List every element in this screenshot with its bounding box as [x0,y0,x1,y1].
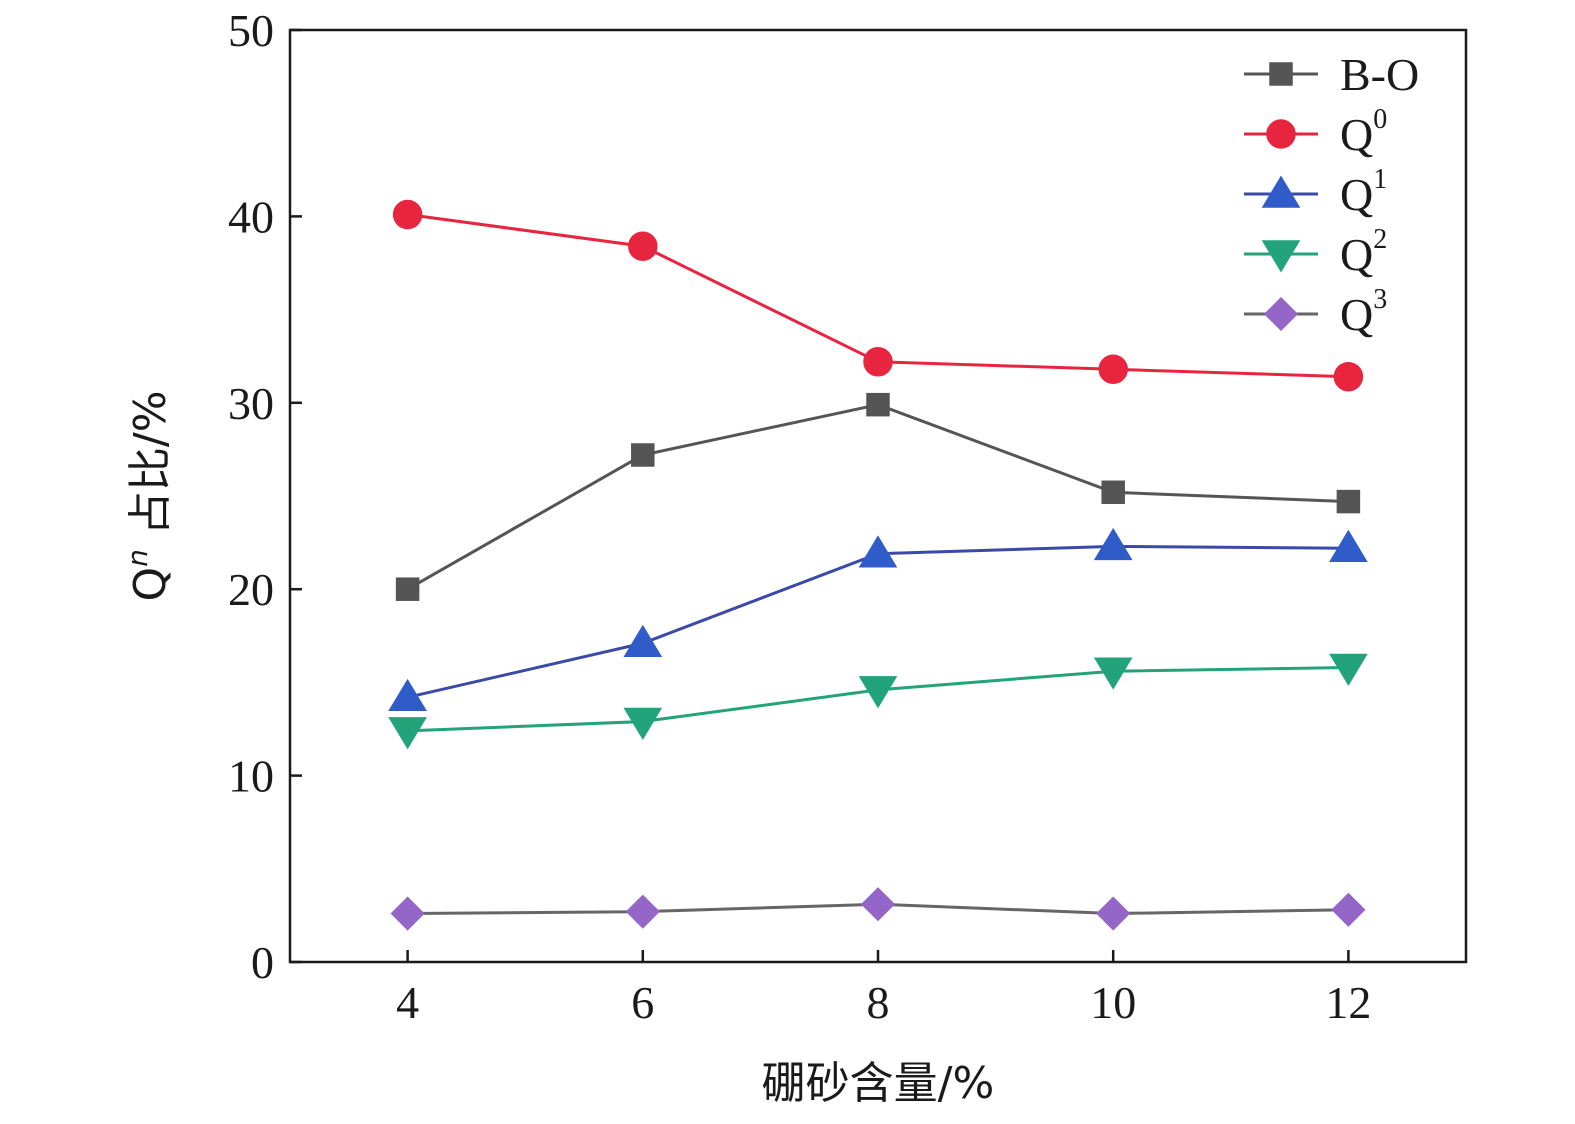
legend-marker-q1 [1261,175,1301,208]
y-tick-label: 0 [251,937,274,988]
data-point-b-o [631,443,655,467]
legend-marker-q2 [1261,240,1301,273]
y-tick-label: 50 [228,5,274,56]
data-point-b-o [866,392,890,417]
plot-frame [288,28,1468,964]
legend-label-base: Q [1340,229,1373,280]
data-point-q0 [392,199,423,230]
legend-label-b-o: B-O [1340,49,1419,100]
data-point-b-o [395,577,420,601]
data-point-q0 [863,347,893,377]
data-point-q0 [1098,354,1128,384]
data-point-q2 [623,707,663,741]
data-point-q2 [1093,657,1133,690]
data-point-b-o [1336,489,1361,514]
x-tick-label: 8 [867,977,890,1028]
data-point-q1 [388,678,427,712]
data-point-b-o [1101,480,1125,505]
legend-label-q1: Q1 [1340,164,1387,220]
data-point-q1 [623,624,663,658]
y-axis-title-rest: 占比/% [125,390,176,549]
legend-label-base: Q [1340,289,1373,340]
x-axis: 4 6 8 10 12 [396,950,1371,1028]
data-point-q0 [628,231,658,261]
data-point-q3 [1096,896,1131,931]
data-point-q3 [390,896,425,931]
data-point-q1 [1093,527,1133,561]
legend-label-q0: Q0 [1340,104,1387,160]
x-tick-label: 4 [396,977,419,1028]
legend-label-sup: 3 [1373,284,1387,315]
series-line-q1 [407,544,1349,699]
legend-label-base: Q [1340,169,1373,220]
data-point-q3 [1331,892,1366,927]
legend-label-base: B-O [1340,49,1419,100]
y-tick-label: 40 [228,191,274,242]
data-point-q3 [625,894,660,929]
y-tick-label: 10 [228,751,274,802]
legend-marker-q3 [1263,296,1299,332]
legend-label-q2: Q2 [1340,224,1387,280]
series-markers [388,199,1368,931]
x-tick-label: 10 [1090,977,1136,1028]
data-point-q3 [860,887,896,922]
legend-label-q3: Q3 [1340,284,1387,340]
data-point-q0 [1333,361,1364,392]
legend-label-sup: 1 [1373,164,1387,195]
y-axis-title: Qn 占比/% [121,390,176,601]
data-point-q1 [1329,529,1368,562]
x-tick-label: 12 [1325,977,1371,1028]
x-axis-title: 硼砂含量/% [762,1058,995,1109]
legend-marker-b-o [1269,62,1293,86]
x-tick-label: 6 [631,977,654,1028]
y-axis-title-sup: n [121,549,154,567]
data-point-q2 [388,717,427,750]
data-point-q2 [858,676,898,709]
legend-label-sup: 2 [1373,224,1387,255]
legend-label-sup: 0 [1373,104,1387,135]
y-tick-label: 30 [228,378,274,429]
data-point-q1 [858,535,898,568]
data-point-q2 [1329,653,1368,686]
legend-label-base: Q [1340,109,1373,160]
legend-marker-q0 [1266,119,1296,149]
y-axis: 0 10 20 30 40 50 [228,5,302,988]
y-tick-label: 20 [228,564,274,615]
y-axis-title-base: Q [125,567,176,602]
